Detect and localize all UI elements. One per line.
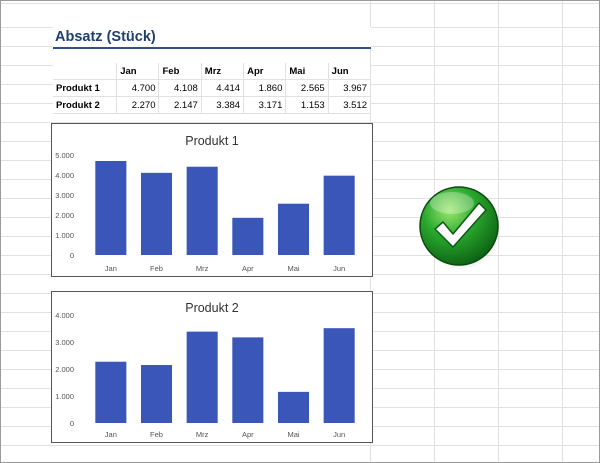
month-header-cell[interactable]: Jan xyxy=(116,63,160,80)
value-cell[interactable]: 4.700 xyxy=(116,79,160,97)
month-header-cell[interactable]: Mai xyxy=(285,63,329,80)
y-tick-label: 1.000 xyxy=(55,392,74,401)
chart-produkt-2[interactable]: Produkt 2 0 1.000 2.000 3.000 4.000 Jan Feb Mrz A… xyxy=(51,291,373,443)
value-cell[interactable]: 1.860 xyxy=(243,79,287,97)
month-header-cell[interactable]: Mrz xyxy=(201,63,245,80)
value-cell[interactable]: 3.171 xyxy=(243,96,287,114)
x-tick-label: Mrz xyxy=(196,264,209,273)
bar xyxy=(277,391,310,423)
chart-produkt-1[interactable]: Produkt 1 0 1.000 2.000 3.000 4.000 5.000 Jan Fe… xyxy=(51,123,373,277)
bar xyxy=(232,217,264,255)
chart-svg: Produkt 2 0 1.000 2.000 3.000 4.000 Jan Feb Mrz A… xyxy=(55,301,355,439)
y-tick-label: 0 xyxy=(70,419,74,428)
bar xyxy=(186,331,218,423)
x-tick-label: Jun xyxy=(333,264,345,273)
y-tick-label: 3.000 xyxy=(55,338,74,347)
row-label-cell[interactable]: Produkt 1 xyxy=(53,79,118,97)
bar xyxy=(95,361,127,423)
x-tick-label: Jan xyxy=(105,264,117,273)
y-tick-label: 2.000 xyxy=(55,365,74,374)
value-cell[interactable]: 4.414 xyxy=(201,79,245,97)
value-cell[interactable]: 3.967 xyxy=(328,79,372,97)
x-tick-label: Mai xyxy=(287,264,299,273)
y-tick-label: 1.000 xyxy=(55,231,74,240)
bar xyxy=(323,175,355,255)
value-cell[interactable]: 2.147 xyxy=(158,96,202,114)
chart-title: Produkt 2 xyxy=(185,301,239,315)
table-header-row: Jan Feb Mrz Apr Mai Jun xyxy=(53,63,372,80)
bar xyxy=(277,203,310,255)
table-corner-cell[interactable] xyxy=(53,63,118,80)
check-mark-icon xyxy=(419,186,501,269)
month-header-cell[interactable]: Apr xyxy=(243,63,287,80)
column-gridline xyxy=(562,1,563,462)
value-cell[interactable]: 3.512 xyxy=(328,96,372,114)
sales-table: Jan Feb Mrz Apr Mai Jun Produkt 1 4.700 … xyxy=(53,63,372,114)
value-cell[interactable]: 1.153 xyxy=(285,96,329,114)
y-tick-label: 4.000 xyxy=(55,171,74,180)
x-tick-label: Feb xyxy=(150,430,163,439)
bar xyxy=(140,365,173,423)
y-tick-label: 2.000 xyxy=(55,211,74,220)
y-tick-label: 5.000 xyxy=(55,151,74,160)
x-tick-label: Mai xyxy=(287,430,299,439)
bar xyxy=(95,161,127,255)
table-row: Produkt 1 4.700 4.108 4.414 1.860 2.565 … xyxy=(53,79,372,97)
x-tick-label: Jun xyxy=(333,430,345,439)
month-header-cell[interactable]: Feb xyxy=(158,63,202,80)
bar xyxy=(140,172,173,255)
value-cell[interactable]: 3.384 xyxy=(201,96,245,114)
table-row: Produkt 2 2.270 2.147 3.384 3.171 1.153 … xyxy=(53,96,372,114)
y-tick-label: 4.000 xyxy=(55,311,74,320)
sheet-title-cell[interactable]: Absatz (Stück) xyxy=(53,27,371,47)
row-label-cell[interactable]: Produkt 2 xyxy=(53,96,118,114)
x-tick-label: Apr xyxy=(242,264,254,273)
bar xyxy=(232,337,264,423)
y-tick-label: 3.000 xyxy=(55,191,74,200)
x-tick-label: Feb xyxy=(150,264,163,273)
value-cell[interactable]: 2.270 xyxy=(116,96,160,114)
bar xyxy=(186,166,218,255)
bar xyxy=(323,328,355,423)
y-tick-label: 0 xyxy=(70,251,74,260)
check-mark-badge xyxy=(416,183,502,269)
x-tick-label: Mrz xyxy=(196,430,209,439)
title-underline xyxy=(53,47,371,49)
x-tick-label: Apr xyxy=(242,430,254,439)
sheet-title: Absatz (Stück) xyxy=(55,29,156,45)
chart-svg: Produkt 1 0 1.000 2.000 3.000 4.000 5.000 Jan Fe… xyxy=(55,134,355,273)
value-cell[interactable]: 2.565 xyxy=(285,79,329,97)
x-tick-label: Jan xyxy=(105,430,117,439)
value-cell[interactable]: 4.108 xyxy=(158,79,202,97)
chart-title: Produkt 1 xyxy=(185,134,239,148)
month-header-cell[interactable]: Jun xyxy=(328,63,372,80)
